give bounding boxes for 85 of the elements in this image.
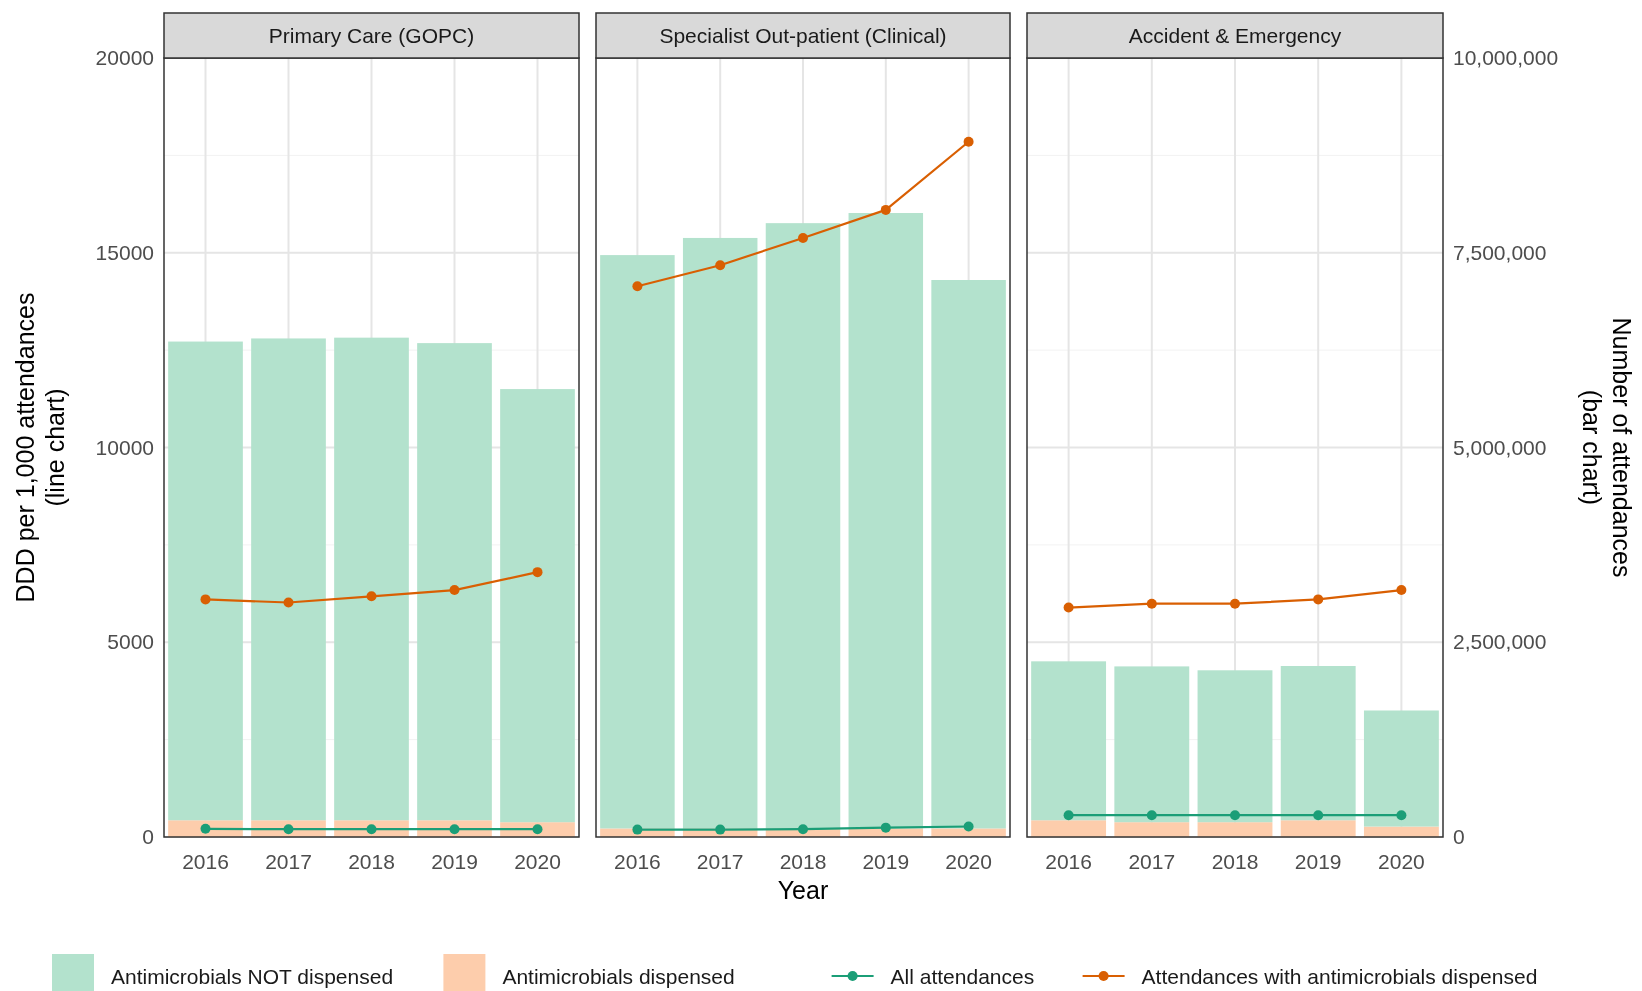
x-tick-label: 2019	[862, 850, 910, 873]
y-tick-label: 15000	[95, 240, 154, 264]
x-tick-label: 2018	[1211, 850, 1259, 873]
y-tick-label: 0	[142, 825, 154, 848]
bar	[1197, 822, 1273, 837]
bar	[168, 341, 243, 821]
legend-label: Attendances with antimicrobials dispensed	[1141, 965, 1538, 988]
y-tick-label: 5000	[107, 630, 154, 654]
bar	[251, 338, 326, 821]
x-tick-label: 2017	[265, 850, 312, 873]
bar	[500, 389, 575, 823]
point	[1396, 585, 1407, 596]
point	[366, 591, 377, 602]
point	[1146, 598, 1157, 609]
y2-axis-title: Number of attendances (bar chart)	[1578, 317, 1636, 578]
legend-label: Antimicrobials dispensed	[502, 965, 735, 988]
point	[366, 824, 377, 835]
point	[1230, 598, 1240, 609]
x-tick-label: 2020	[514, 850, 561, 873]
point	[283, 824, 294, 835]
point	[200, 823, 211, 834]
point	[449, 824, 460, 835]
x-tick-label: 2019	[1294, 850, 1342, 873]
bar	[334, 337, 409, 821]
y2-tick-label: 7,500,000	[1453, 240, 1547, 264]
bar	[1197, 670, 1273, 823]
point	[963, 821, 974, 832]
bar	[931, 280, 1006, 829]
point	[880, 822, 891, 833]
bar	[848, 213, 924, 829]
x-tick-label: 2020	[945, 850, 992, 873]
bar	[1280, 666, 1356, 821]
x-tick-label: 2017	[1128, 850, 1176, 873]
point	[798, 824, 808, 835]
x-axis-title: Year	[777, 876, 829, 904]
point	[880, 204, 891, 215]
point	[632, 281, 643, 292]
x-tick-label: 2018	[348, 850, 395, 873]
bar	[765, 223, 841, 829]
x-tick-label: 2016	[614, 850, 661, 873]
point	[1063, 602, 1074, 613]
legend-label: Antimicrobials NOT dispensed	[111, 965, 394, 988]
bar	[682, 237, 758, 829]
y2-tick-label: 2,500,000	[1453, 630, 1547, 654]
x-tick-label: 2016	[1045, 850, 1092, 873]
point	[715, 824, 726, 835]
point	[1313, 810, 1324, 821]
point	[532, 567, 543, 578]
x-tick-label: 2016	[182, 850, 229, 873]
x-tick-label: 2017	[696, 850, 744, 873]
point	[1146, 810, 1157, 821]
point	[715, 260, 726, 271]
point	[283, 597, 294, 608]
point	[963, 136, 974, 147]
y2-tick-label: 10,000,000	[1453, 46, 1559, 69]
chart-title: Accident & Emergency	[1128, 23, 1342, 47]
x-tick-label: 2019	[431, 850, 478, 873]
y-tick-label: 10000	[95, 435, 154, 459]
point	[532, 824, 543, 835]
bar	[1280, 820, 1356, 837]
legend-label: All attendances	[890, 965, 1035, 988]
chart-title: Primary Care (GOPC)	[268, 23, 475, 47]
bar	[1114, 822, 1190, 837]
x-tick-label: 2018	[779, 850, 827, 873]
y2-tick-label: 0	[1453, 825, 1465, 848]
point	[1313, 594, 1324, 605]
bar	[417, 343, 492, 821]
bar	[1031, 820, 1107, 837]
bar	[600, 255, 675, 829]
point	[200, 594, 211, 605]
chart-title: Specialist Out-patient (Clinical)	[659, 23, 947, 47]
point	[1230, 810, 1240, 821]
y2-tick-label: 5,000,000	[1453, 435, 1547, 459]
y-axis-title: DDD per 1,000 attendances (line chart)	[11, 292, 69, 603]
point	[1396, 810, 1407, 821]
x-tick-label: 2020	[1378, 850, 1425, 873]
point	[449, 585, 460, 596]
point	[798, 232, 808, 243]
bar	[931, 828, 1006, 837]
bar	[1363, 710, 1439, 827]
y-tick-label: 20000	[95, 46, 154, 69]
point	[1063, 810, 1074, 821]
bar	[1114, 666, 1190, 823]
bar	[1031, 661, 1107, 821]
point	[632, 824, 643, 835]
